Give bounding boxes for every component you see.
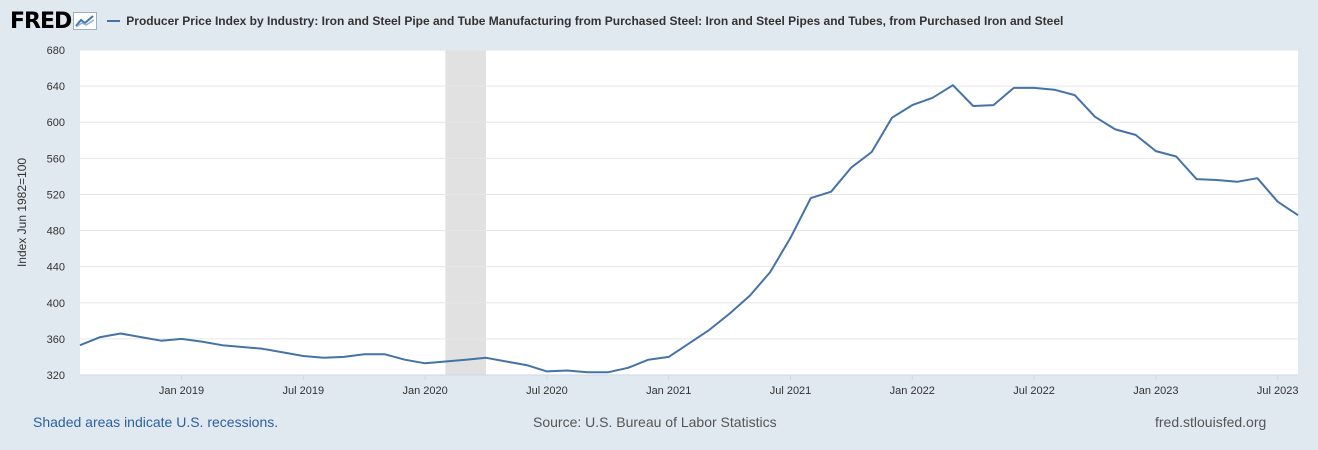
plot-area [80, 50, 1298, 375]
fred-logo-text: FRED [10, 8, 72, 34]
y-tick-label: 600 [47, 117, 65, 129]
x-tick-label: Jan 2023 [1133, 385, 1178, 397]
y-tick-label: 520 [47, 189, 65, 201]
y-tick-label: 400 [47, 298, 65, 310]
y-axis-label: Index Jun 1982=100 [15, 158, 29, 267]
source-note: Source: U.S. Bureau of Labor Statistics [533, 414, 777, 430]
y-tick-label: 440 [47, 262, 65, 274]
fred-logo[interactable]: FRED [10, 8, 98, 34]
x-tick-label: Jul 2019 [283, 385, 325, 397]
recession-note: Shaded areas indicate U.S. recessions. [33, 414, 279, 430]
x-tick-label: Jan 2022 [890, 385, 935, 397]
y-tick-label: 560 [47, 153, 65, 165]
x-tick-label: Jul 2022 [1013, 385, 1055, 397]
x-tick-label: Jan 2020 [402, 385, 447, 397]
y-tick-label: 360 [47, 334, 65, 346]
y-tick-label: 640 [47, 81, 65, 93]
x-tick-label: Jan 2021 [646, 385, 691, 397]
y-tick-label: 680 [47, 45, 65, 57]
series-line [79, 84, 1299, 374]
y-tick-label: 480 [47, 226, 65, 238]
x-tick-label: Jul 2020 [526, 385, 568, 397]
legend-line-swatch [107, 20, 121, 22]
trend-chart-icon [73, 12, 98, 30]
recession-band [445, 50, 486, 375]
site-link[interactable]: fred.stlouisfed.org [1155, 414, 1267, 430]
chart-header: FRED Producer Price Index by Industry: I… [10, 8, 1063, 34]
x-tick-label: Jan 2019 [159, 385, 204, 397]
chart-legend: Producer Price Index by Industry: Iron a… [107, 14, 1063, 28]
x-tick-label: Jul 2021 [770, 385, 812, 397]
y-tick-label: 320 [47, 370, 65, 382]
legend-label: Producer Price Index by Industry: Iron a… [126, 14, 1064, 28]
x-tick-label: Jul 2023 [1257, 385, 1299, 397]
